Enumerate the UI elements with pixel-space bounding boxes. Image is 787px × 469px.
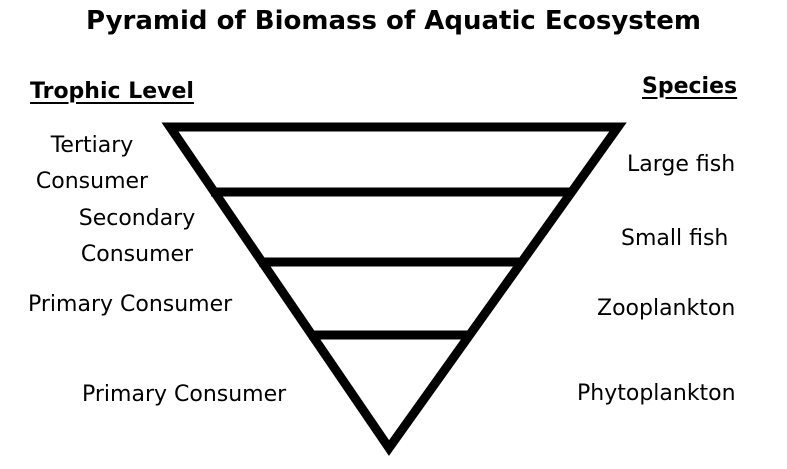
trophic-level-label-secondary: Secondary Consumer — [62, 201, 212, 273]
trophic-level-label-line: Tertiary — [50, 133, 134, 158]
trophic-level-label-bottom: Primary Consumer — [82, 377, 286, 413]
trophic-level-label-line: Consumer — [80, 242, 194, 267]
trophic-level-label-tertiary: Tertiary Consumer — [22, 128, 162, 200]
species-label-zooplankton: Zooplankton — [597, 296, 736, 321]
trophic-level-label-line: Primary Consumer — [28, 292, 233, 317]
trophic-level-label-line: Primary Consumer — [82, 382, 287, 407]
trophic-level-label-line: Secondary — [78, 206, 196, 231]
trophic-level-label-primary: Primary Consumer — [28, 287, 232, 323]
species-label-large-fish: Large fish — [627, 152, 736, 177]
diagram-title: Pyramid of Biomass of Aquatic Ecosystem — [86, 6, 701, 36]
species-heading: Species — [642, 74, 738, 99]
pyramid-outline — [161, 122, 627, 456]
species-label-small-fish: Small fish — [621, 226, 729, 251]
trophic-level-heading: Trophic Level — [30, 79, 194, 104]
species-label-phytoplankton: Phytoplankton — [577, 381, 736, 406]
trophic-level-label-line: Consumer — [35, 169, 149, 194]
